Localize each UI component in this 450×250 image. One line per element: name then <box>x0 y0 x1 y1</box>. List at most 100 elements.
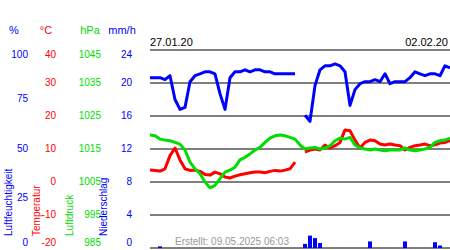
bar <box>438 246 442 248</box>
bar <box>268 248 272 249</box>
chart: % 0 25 50 75 100 Luftfeuchtigkeit °C -20 -10 0 10 20… <box>0 0 450 250</box>
bar <box>278 248 282 249</box>
axis-unit: mm/h <box>108 24 136 36</box>
bar <box>233 248 237 249</box>
bar <box>418 248 422 249</box>
grid-line <box>150 215 450 216</box>
bar <box>198 248 202 249</box>
bar <box>203 248 207 249</box>
bar <box>273 248 277 249</box>
tick-label: 20 <box>121 77 133 88</box>
bar <box>443 248 447 249</box>
tick-label: 8 <box>126 176 132 187</box>
tick-label: 25 <box>17 192 29 203</box>
bar <box>263 248 267 249</box>
tick-label: 40 <box>45 49 57 60</box>
bar <box>383 248 387 249</box>
tick-label: 30 <box>45 77 57 88</box>
bar <box>283 248 287 249</box>
bar <box>188 248 192 249</box>
tick-label: 1025 <box>79 110 102 121</box>
bar <box>378 248 382 249</box>
bar <box>228 248 232 249</box>
footer: Erstellt: 09.05.2025 06:03 <box>175 236 289 247</box>
axis-unit: °C <box>40 24 52 36</box>
bar <box>208 248 212 249</box>
bar <box>288 248 292 249</box>
bar <box>153 248 157 249</box>
bar <box>348 248 352 249</box>
x-tick-label: 27.01.20 <box>150 36 193 48</box>
axis-title: Temperatur <box>31 185 42 236</box>
bar <box>408 248 412 249</box>
bar <box>183 248 187 249</box>
bar <box>298 248 302 249</box>
bar <box>243 248 247 249</box>
bar <box>323 248 327 249</box>
grid-line <box>150 50 450 51</box>
bar <box>293 248 297 249</box>
bar <box>173 248 177 249</box>
line <box>150 135 450 188</box>
bar <box>253 248 257 249</box>
tick-label: 0 <box>22 237 28 248</box>
bar <box>338 248 342 249</box>
bar <box>238 248 242 249</box>
tick-label: 100 <box>11 49 28 60</box>
tick-label: -20 <box>42 237 57 248</box>
bar <box>363 248 367 249</box>
bar <box>163 248 167 249</box>
bar <box>223 248 227 249</box>
bar <box>168 248 172 249</box>
grid-line <box>150 182 450 183</box>
axis-title: Luftfeuchtigkeit <box>3 169 14 236</box>
tick-label: 1035 <box>79 77 102 88</box>
bar <box>428 248 432 249</box>
tick-label: 4 <box>126 209 132 220</box>
bar <box>178 248 182 249</box>
bar <box>318 243 322 248</box>
bar <box>193 248 197 249</box>
bar <box>313 238 317 248</box>
tick-label: 0 <box>50 176 56 187</box>
bar <box>358 248 362 249</box>
tick-label: 0 <box>126 237 132 248</box>
x-tick-label: 02.02.20 <box>405 36 448 48</box>
bar <box>353 248 357 249</box>
grid-line <box>150 116 450 117</box>
plot <box>150 64 450 248</box>
bar <box>343 248 347 249</box>
bar <box>328 248 332 249</box>
tick-label: 12 <box>121 143 133 154</box>
axis-title: Niederschlag <box>98 178 109 236</box>
axis-title: Luftdruck <box>64 194 75 236</box>
bar <box>423 248 427 249</box>
bar <box>393 248 397 249</box>
tick-label: 50 <box>17 143 29 154</box>
bar <box>398 248 402 249</box>
bar <box>413 248 417 249</box>
tick-label: 20 <box>45 110 57 121</box>
axis-unit: % <box>9 24 19 36</box>
bar <box>373 248 377 249</box>
bar <box>248 248 252 249</box>
bar <box>388 248 392 249</box>
tick-label: 1015 <box>79 143 102 154</box>
bar <box>150 248 152 249</box>
bar <box>403 241 407 248</box>
tick-label: 75 <box>17 93 29 104</box>
axis-unit: hPa <box>80 24 100 36</box>
tick-label: 16 <box>121 110 133 121</box>
tick-label: 1045 <box>79 49 102 60</box>
bar <box>433 242 437 248</box>
line <box>150 64 450 121</box>
bar <box>258 248 262 249</box>
bar <box>308 236 312 248</box>
tick-label: -10 <box>42 209 57 220</box>
tick-label: 24 <box>121 49 133 60</box>
bar <box>213 248 217 249</box>
bar <box>303 244 307 248</box>
bar <box>368 241 372 248</box>
bar <box>158 246 162 248</box>
tick-label: 10 <box>45 143 57 154</box>
